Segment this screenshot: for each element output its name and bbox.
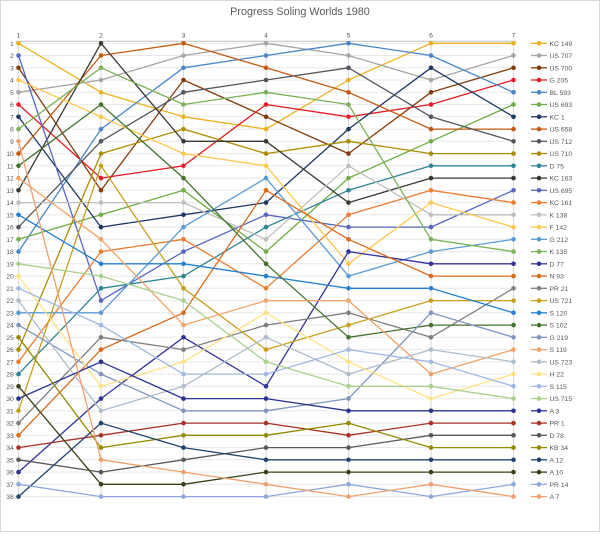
svg-text:21: 21 [6, 286, 14, 293]
svg-text:US 658: US 658 [550, 127, 573, 134]
svg-text:KC 149: KC 149 [550, 41, 573, 48]
svg-text:US 723: US 723 [550, 359, 573, 366]
svg-text:9: 9 [10, 139, 14, 146]
svg-text:10: 10 [6, 151, 14, 158]
svg-text:D 75: D 75 [550, 163, 565, 170]
svg-text:37: 37 [6, 482, 14, 489]
svg-text:G 219: G 219 [550, 335, 569, 342]
svg-text:D 78: D 78 [550, 433, 565, 440]
svg-text:14: 14 [6, 200, 14, 207]
svg-text:15: 15 [6, 212, 14, 219]
svg-text:K 135: K 135 [550, 249, 568, 256]
svg-text:7: 7 [512, 32, 516, 39]
svg-text:S 120: S 120 [550, 310, 568, 317]
svg-text:17: 17 [6, 237, 14, 244]
svg-text:S 119: S 119 [550, 347, 567, 354]
svg-text:29: 29 [6, 384, 14, 391]
svg-text:5: 5 [10, 90, 14, 97]
svg-text:A 3: A 3 [550, 408, 560, 415]
svg-text:2: 2 [10, 53, 14, 60]
svg-text:8: 8 [10, 127, 14, 134]
svg-text:16: 16 [6, 225, 14, 232]
svg-text:18: 18 [6, 249, 14, 256]
svg-text:26: 26 [6, 347, 14, 354]
svg-text:US 700: US 700 [550, 65, 573, 72]
svg-text:G 205: G 205 [550, 78, 569, 85]
svg-text:31: 31 [6, 408, 14, 415]
svg-text:S 115: S 115 [550, 384, 567, 391]
svg-text:24: 24 [6, 323, 14, 330]
svg-text:4: 4 [264, 32, 268, 39]
svg-text:5: 5 [347, 32, 351, 39]
svg-text:3: 3 [182, 32, 186, 39]
svg-text:PR 1: PR 1 [550, 421, 565, 428]
svg-text:F 142: F 142 [550, 225, 568, 232]
svg-text:KB 34: KB 34 [550, 445, 569, 452]
svg-text:N 93: N 93 [550, 274, 565, 281]
svg-text:4: 4 [10, 78, 14, 85]
svg-text:KC 161: KC 161 [550, 200, 573, 207]
svg-text:33: 33 [6, 433, 14, 440]
svg-text:34: 34 [6, 445, 14, 452]
svg-text:A 12: A 12 [550, 457, 564, 464]
svg-text:A 10: A 10 [550, 470, 564, 477]
svg-text:30: 30 [6, 396, 14, 403]
svg-text:Progress Soling Worlds 1980: Progress Soling Worlds 1980 [230, 6, 370, 18]
svg-text:US 695: US 695 [550, 188, 573, 195]
svg-text:38: 38 [6, 494, 14, 501]
svg-text:19: 19 [6, 261, 14, 268]
svg-text:K 138: K 138 [550, 212, 568, 219]
svg-text:PR 14: PR 14 [550, 482, 569, 489]
svg-text:36: 36 [6, 470, 14, 477]
svg-text:25: 25 [6, 335, 14, 342]
svg-text:13: 13 [6, 188, 14, 195]
svg-text:6: 6 [429, 32, 433, 39]
svg-text:BL 593: BL 593 [550, 90, 572, 97]
svg-text:PR 21: PR 21 [550, 286, 569, 293]
svg-text:3: 3 [10, 65, 14, 72]
svg-text:28: 28 [6, 372, 14, 379]
svg-text:US 715: US 715 [550, 396, 573, 403]
svg-text:27: 27 [6, 359, 14, 366]
svg-text:7: 7 [10, 114, 14, 121]
svg-text:A 7: A 7 [550, 494, 560, 501]
svg-text:H 22: H 22 [550, 372, 565, 379]
svg-text:KC 163: KC 163 [550, 176, 573, 183]
svg-text:1: 1 [10, 41, 14, 48]
svg-text:12: 12 [6, 176, 14, 183]
svg-text:11: 11 [7, 163, 14, 170]
svg-text:1: 1 [17, 32, 21, 39]
svg-text:US 693: US 693 [550, 102, 573, 109]
svg-text:S 102: S 102 [550, 323, 568, 330]
svg-text:2: 2 [99, 32, 103, 39]
svg-text:US 712: US 712 [550, 139, 573, 146]
svg-text:US 707: US 707 [550, 53, 573, 60]
svg-text:G 212: G 212 [550, 237, 569, 244]
svg-text:US 721: US 721 [550, 298, 573, 305]
svg-text:23: 23 [6, 310, 14, 317]
svg-text:35: 35 [6, 457, 14, 464]
svg-text:D 77: D 77 [550, 261, 565, 268]
svg-text:32: 32 [6, 421, 14, 428]
svg-text:20: 20 [6, 274, 14, 281]
svg-text:6: 6 [10, 102, 14, 109]
svg-text:US 710: US 710 [550, 151, 573, 158]
svg-text:KC 1: KC 1 [550, 114, 565, 121]
svg-text:22: 22 [6, 298, 14, 305]
